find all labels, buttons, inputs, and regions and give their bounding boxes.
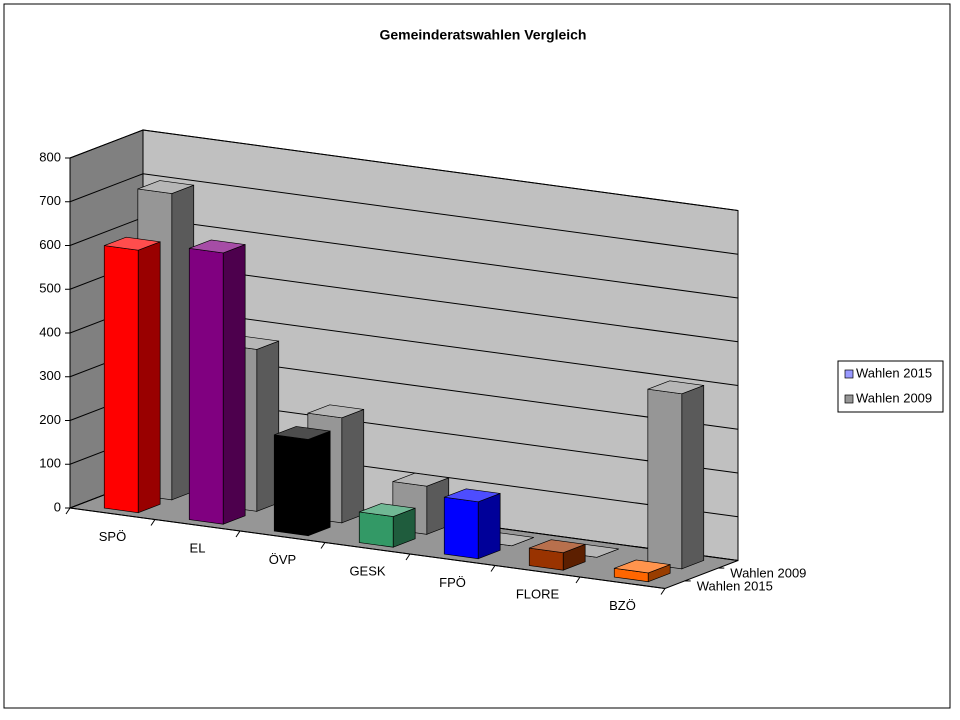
- legend-swatch: [844, 394, 854, 404]
- bar-front: [647, 388, 683, 570]
- x-tick-label: GESK: [349, 564, 385, 579]
- x-tick: [150, 519, 156, 526]
- chart-title: Gemeinderatswahlen Vergleich: [380, 27, 587, 43]
- bar-side: [341, 408, 365, 524]
- bar-side: [681, 384, 705, 570]
- bar-side: [307, 430, 331, 537]
- series-axis-label: Wahlen 2015: [697, 578, 773, 593]
- x-axis: [69, 507, 666, 589]
- bar-front: [358, 511, 394, 548]
- bar: [647, 380, 705, 570]
- bar-top: [307, 404, 364, 419]
- legend: [837, 360, 944, 413]
- x-tick-label: FLORE: [516, 587, 560, 602]
- y-tick-label: 0: [54, 499, 61, 514]
- bar: [103, 236, 161, 514]
- x-tick: [405, 553, 411, 561]
- x-tick: [235, 530, 241, 538]
- legend-label: Wahlen 2015: [856, 365, 932, 380]
- bar-top: [189, 239, 246, 254]
- bar-top: [359, 503, 416, 517]
- bar-side: [222, 244, 246, 525]
- bar: [273, 426, 331, 537]
- x-tick: [575, 576, 581, 584]
- x-tick: [490, 565, 496, 572]
- x-tick: [660, 588, 666, 595]
- grid-segment: [69, 173, 739, 255]
- y-tick-label: 400: [39, 324, 61, 339]
- bar-top: [392, 472, 449, 487]
- series-axis-label: Wahlen 2009: [730, 565, 806, 580]
- bar-top: [444, 488, 501, 503]
- x-tick-label: SPÖ: [99, 529, 126, 544]
- bar-top: [529, 539, 586, 554]
- bar-front: [273, 434, 309, 537]
- bar-top: [274, 426, 331, 440]
- bar: [528, 539, 586, 571]
- bar-front: [103, 245, 139, 514]
- legend-label: Wahlen 2009: [856, 390, 932, 405]
- bar-top: [614, 559, 671, 574]
- bar-side: [477, 492, 501, 560]
- x-tick: [65, 507, 71, 515]
- bar: [188, 239, 246, 525]
- x-tick-label: BZÖ: [609, 598, 636, 613]
- x-tick-label: FPÖ: [439, 575, 466, 590]
- y-tick-label: 800: [39, 149, 61, 164]
- bar: [358, 503, 416, 548]
- y-tick-label: 600: [39, 237, 61, 252]
- bar-top: [647, 380, 704, 395]
- grid-segment: [69, 129, 739, 211]
- y-tick-label: 500: [39, 281, 61, 296]
- bar: [613, 559, 671, 583]
- legend-swatch: [844, 369, 854, 379]
- legend-box: [837, 360, 944, 413]
- bar-top: [137, 180, 194, 194]
- grid-line: [69, 173, 739, 255]
- y-tick-label: 100: [39, 456, 61, 471]
- bar-front: [443, 496, 479, 560]
- bar-side: [137, 241, 161, 514]
- y-tick-label: 700: [39, 193, 61, 208]
- x-tick-label: EL: [190, 541, 206, 556]
- x-tick-label: ÖVP: [269, 552, 296, 567]
- bar-front: [188, 247, 224, 525]
- x-tick: [320, 542, 326, 549]
- y-tick-label: 300: [39, 368, 61, 383]
- y-tick-label: 200: [39, 412, 61, 427]
- grid-line: [69, 129, 739, 211]
- bar-top: [104, 236, 161, 251]
- bar: [443, 488, 501, 560]
